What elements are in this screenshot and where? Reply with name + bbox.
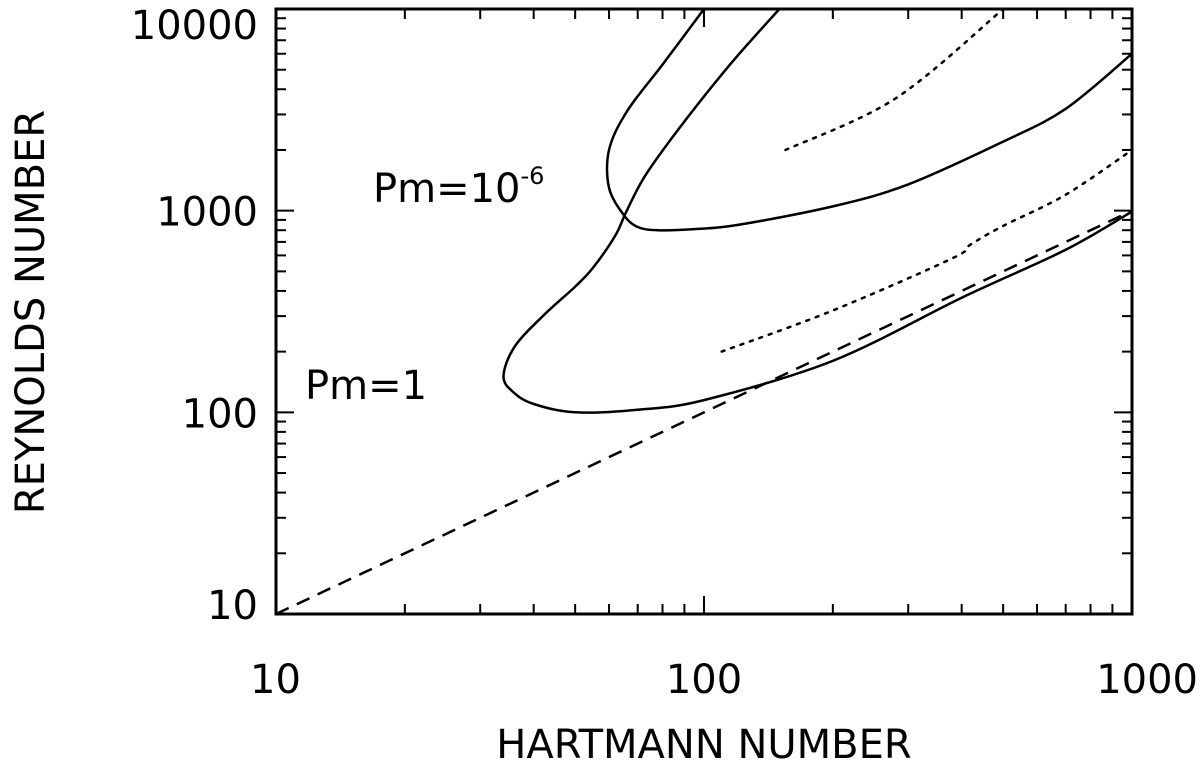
annotation-pm-1e-6: Pm=10-6 [373, 162, 544, 212]
annotation-pm-1e-6-sup: -6 [521, 162, 545, 190]
series-line-solid-1 [605, 8, 1133, 232]
labels-layer: 10 100 1000 10 100 1000 10000 [131, 3, 1198, 703]
y-tick-label: 10000 [131, 3, 258, 49]
ticks-layer [275, 8, 1133, 615]
y-tick-label: 10 [207, 583, 258, 629]
annotation-pm-1e-6-text: Pm=10 [373, 166, 521, 212]
x-axis-label: HARTMANN NUMBER [496, 722, 911, 765]
plot-frame [274, 7, 1134, 616]
series-line-dotted-4 [720, 148, 1134, 353]
x-tick-label: 1000 [1096, 657, 1198, 703]
y-tick-label: 1000 [156, 190, 258, 236]
series-line-dashed-2 [275, 209, 1133, 616]
series-layer [275, 7, 1134, 616]
series-line-dotted-3 [784, 7, 1005, 152]
series-line-solid-0 [502, 8, 1133, 414]
x-tick-label: 10 [250, 657, 301, 703]
x-tick-label: 100 [666, 657, 742, 703]
y-axis-label: REYNOLDS NUMBER [8, 110, 54, 514]
annotation-pm-1: Pm=1 [305, 363, 427, 409]
y-tick-label: 100 [182, 391, 258, 437]
